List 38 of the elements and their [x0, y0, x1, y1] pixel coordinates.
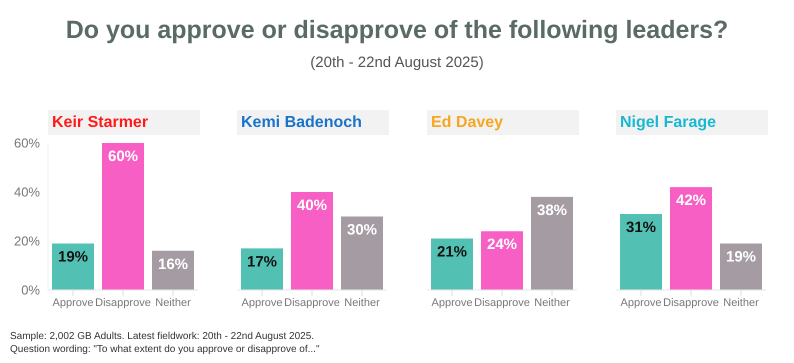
data-label: 40%: [296, 197, 328, 214]
bar: [52, 243, 94, 290]
x-tick-label: Approve: [620, 296, 662, 309]
series-label: Keir Starmer: [48, 110, 200, 135]
data-label: 60%: [108, 148, 138, 165]
data-label: 19%: [726, 248, 756, 266]
y-tick-label: 0%: [21, 282, 40, 298]
x-tick-label: Neither: [534, 296, 570, 309]
text: Ed Davey: [427, 110, 579, 135]
text: Do you approve or disapprove of the following leaders?: [64, 16, 730, 46]
data-label: 24%: [486, 236, 518, 254]
data-label: 21%: [436, 244, 468, 261]
text: Sample: 2,002 GB Adults. Latest fieldwork: 20th - 22nd August 2025.: [10, 330, 316, 343]
y-tick-label: 40%: [14, 184, 40, 200]
text: Kemi Badenoch: [237, 110, 389, 135]
y-tick-label: 60%: [14, 136, 40, 151]
data-label: 30%: [346, 222, 378, 238]
y-tick-label: 20%: [14, 234, 40, 249]
x-tick-label: Disapprove: [284, 296, 340, 309]
x-tick-label: Neither: [155, 296, 192, 309]
x-tick-label: Disapprove: [474, 296, 530, 309]
x-tick-label: Approve: [432, 296, 472, 309]
data-label: 38%: [536, 202, 568, 219]
x-tick-label: Disapprove: [663, 296, 719, 309]
text: Nigel Farage: [616, 110, 768, 135]
data-label: 16%: [158, 256, 188, 273]
x-tick-label: Approve: [242, 296, 282, 309]
text: (20th - 22nd August 2025): [309, 54, 485, 71]
bar: [102, 143, 144, 290]
data-label: 42%: [676, 192, 706, 210]
data-label: 17%: [246, 253, 278, 270]
x-tick-label: Neither: [344, 296, 380, 309]
x-tick-label: Neither: [723, 296, 760, 309]
text: Question wording: "To what extent do you approve or disapprove of...": [10, 343, 321, 356]
data-label: 31%: [626, 219, 656, 236]
x-tick-label: Approve: [52, 296, 94, 309]
data-label: 19%: [58, 248, 88, 266]
x-tick-label: Disapprove: [95, 296, 151, 309]
